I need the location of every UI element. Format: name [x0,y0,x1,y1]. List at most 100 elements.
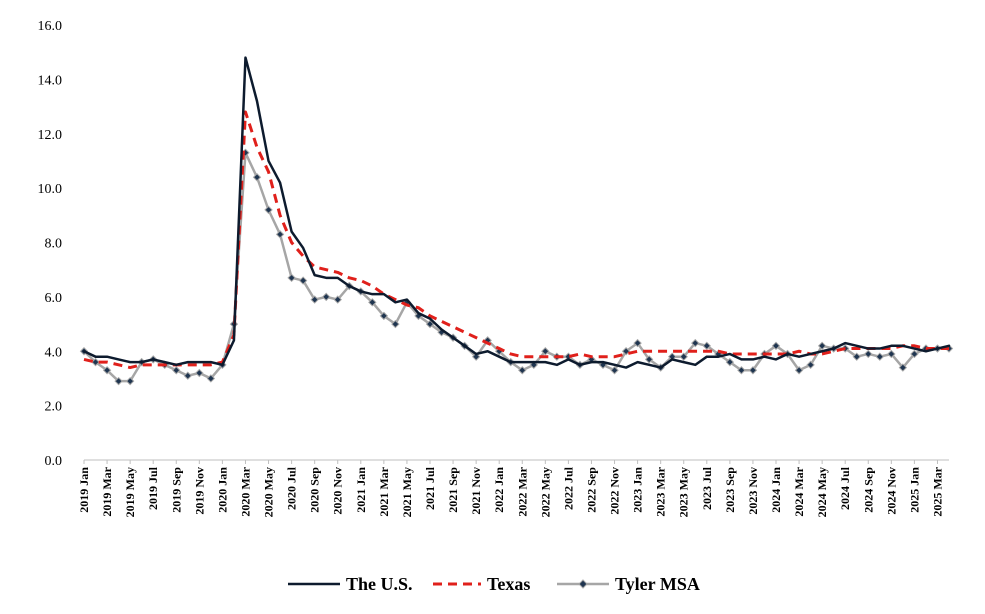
x-tick-label: 2019 Nov [192,467,206,515]
x-tick-label: 2020 Mar [238,466,252,516]
x-tick-label: 2024 Jan [769,467,783,513]
tyler-data-point [644,355,654,364]
tyler-data-point [102,366,112,375]
x-tick-label: 2025 Mar [930,466,944,516]
x-tick-label: 2022 Mar [515,466,529,516]
y-tick-label: 10.0 [38,182,63,197]
x-tick-label: 2023 Jan [631,467,645,513]
x-tick-label: 2023 Mar [654,466,668,516]
x-tick-label: 2024 Jul [838,466,852,510]
x-tick-label: 2020 Jul [285,466,299,510]
x-tick-label: 2022 Nov [608,467,622,515]
series-line-tyler-msa [82,151,951,383]
legend-label: Tyler MSA [615,574,700,594]
series-line-the-u-s [82,56,951,369]
tyler-data-point [633,338,642,348]
y-tick-label: 2.0 [45,400,63,415]
tyler-data-point [391,319,400,329]
x-axis: 2019 Jan 2019 Mar 2019 May 2019 Jul 2019 Sep… [77,459,949,517]
tyler-data-point [310,295,319,304]
tyler-data-point [875,352,885,361]
tyler-data-point [910,349,919,359]
x-tick-label: 2023 Nov [746,467,760,515]
tyler-data-point [125,376,135,386]
tyler-data-point [275,230,285,239]
x-tick-label: 2021 May [400,467,414,517]
tyler-data-point [206,374,216,383]
tyler-data-point [333,295,342,304]
tyler-data-point [114,376,123,386]
tyler-data-point [321,292,331,302]
x-tick-label: 2021 Sep [446,467,460,513]
y-tick-label: 6.0 [45,291,63,306]
tyler-data-point [368,298,377,307]
x-tick-label: 2023 Sep [723,467,737,513]
y-tick-label: 16.0 [38,19,63,34]
plot-area [79,56,954,386]
legend-marker [578,579,588,589]
y-tick-label: 0.0 [45,454,63,469]
series-line-texas [83,110,949,370]
tyler-data-point [298,276,308,285]
y-tick-label: 12.0 [38,128,63,143]
y-tick-label: 4.0 [45,345,63,360]
legend-label: The U.S. [346,574,413,594]
y-tick-label: 8.0 [45,237,63,252]
x-tick-label: 2023 Jul [700,466,714,510]
x-tick-label: 2024 Sep [861,467,875,513]
legend-label: Texas [487,574,530,594]
x-tick-label: 2020 Sep [308,467,322,513]
tyler-data-point [852,352,861,361]
tyler-data-point [887,349,896,359]
tyler-data-point [425,319,435,329]
tyler-data-point [518,366,527,375]
x-tick-label: 2024 May [815,467,829,517]
x-tick-label: 2019 Jan [77,467,91,513]
tyler-data-point [691,338,700,348]
x-tick-label: 2022 May [538,467,552,517]
x-tick-label: 2025 Jan [907,467,921,513]
x-tick-label: 2019 Sep [169,467,183,513]
x-tick-label: 2020 May [262,467,276,517]
y-tick-label: 14.0 [38,73,63,88]
tyler-data-point [898,363,908,372]
tyler-data-point [91,357,100,367]
legend: The U.S. Texas Tyler MSA [288,574,700,594]
x-tick-label: 2024 Nov [884,467,898,515]
tyler-data-point [172,366,181,375]
tyler-data-point [702,341,712,351]
tyler-data-point [287,273,296,283]
x-tick-label: 2022 Jul [561,466,575,510]
tyler-data-point [794,366,804,375]
tyler-data-point [621,347,631,356]
tyler-data-point [252,173,262,182]
x-tick-label: 2019 May [123,467,137,517]
tyler-data-point [183,371,193,380]
tyler-data-point [817,341,827,351]
tyler-data-point [748,366,758,375]
x-tick-label: 2020 Nov [331,467,345,515]
x-tick-label: 2021 Jan [354,467,368,513]
tyler-data-point [864,349,873,359]
x-tick-label: 2021 Nov [469,467,483,515]
tyler-data-point [610,366,619,375]
tyler-data-point [725,357,735,367]
tyler-data-point [379,311,389,321]
x-tick-label: 2021 Mar [377,466,391,516]
tyler-data-point [195,368,204,378]
x-tick-label: 2019 Jul [146,466,160,510]
x-tick-label: 2020 Jan [215,467,229,513]
tyler-data-point [264,205,273,215]
tyler-data-point [679,352,688,361]
x-tick-label: 2019 Mar [100,466,114,516]
x-tick-label: 2021 Jul [423,466,437,510]
tyler-data-point [737,366,746,375]
y-axis: 0.0 2.0 4.0 6.0 8.0 10.0 12.0 14.0 16.0 [38,19,63,469]
x-tick-label: 2023 May [677,467,691,517]
x-tick-label: 2024 Mar [792,466,806,516]
tyler-data-point [771,341,781,351]
x-tick-label: 2022 Jan [492,467,506,513]
tyler-data-point [471,352,481,361]
x-tick-label: 2022 Sep [584,467,598,513]
